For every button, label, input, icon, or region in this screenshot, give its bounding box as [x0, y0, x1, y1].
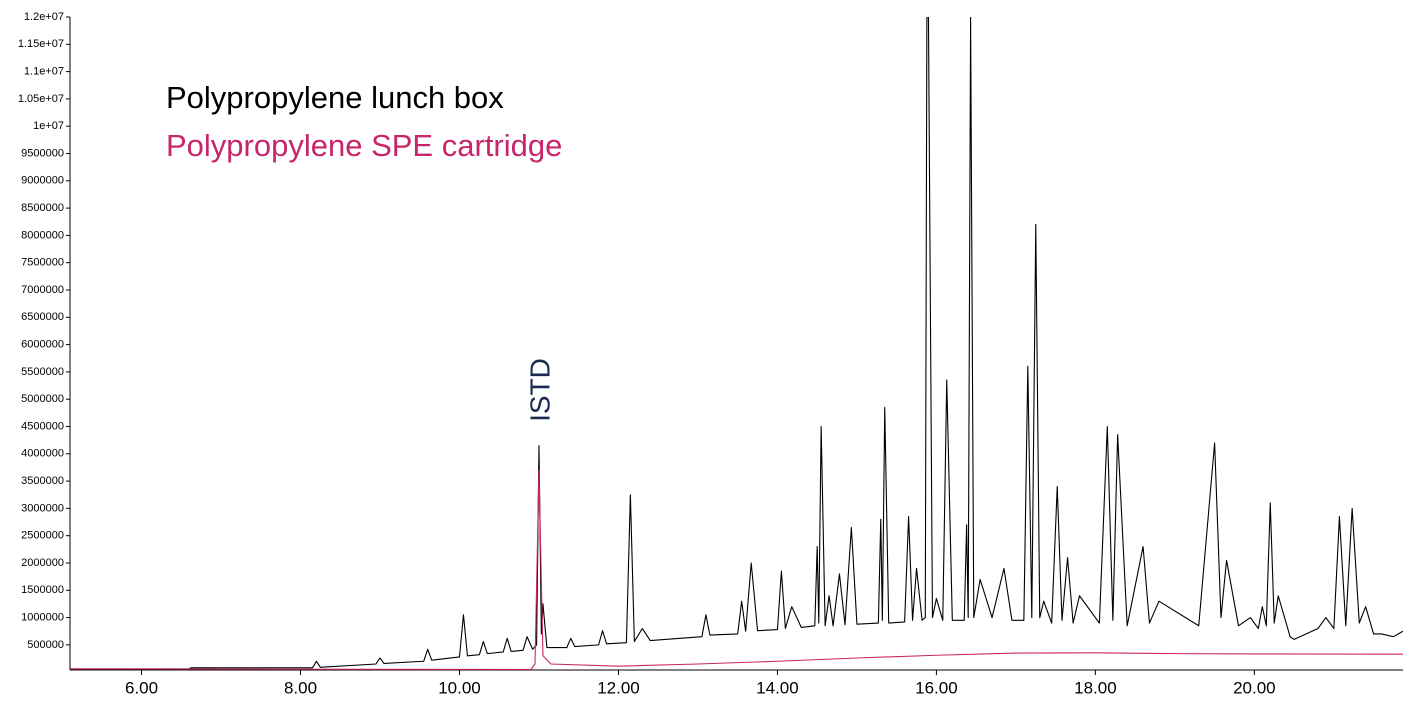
y-tick-label: 1.1e+07 [24, 66, 64, 78]
annotation: ISTD [524, 358, 555, 422]
y-tick-label: 8000000 [21, 229, 64, 241]
legend-entry: Polypropylene lunch box [166, 80, 504, 115]
y-tick-label: 1000000 [21, 611, 64, 623]
y-tick-label: 4000000 [21, 448, 64, 460]
x-tick-label: 18.00 [1074, 678, 1117, 697]
y-tick-label: 5000000 [21, 393, 64, 405]
y-tick-label: 1e+07 [33, 120, 64, 132]
y-tick-label: 8500000 [21, 202, 64, 214]
x-tick-label: 14.00 [756, 678, 799, 697]
y-tick-label: 2000000 [21, 557, 64, 569]
plot-area [70, 17, 1403, 670]
y-tick-label: 7500000 [21, 257, 64, 269]
legend-entry: Polypropylene SPE cartridge [166, 128, 562, 163]
y-tick-label: 6500000 [21, 311, 64, 323]
y-tick-label: 7000000 [21, 284, 64, 296]
y-tick-label: 1.15e+07 [18, 38, 64, 50]
y-tick-label: 1.2e+07 [24, 11, 64, 23]
series-line [70, 469, 1403, 670]
y-tick-label: 1.05e+07 [18, 93, 64, 105]
y-tick-label: 4500000 [21, 420, 64, 432]
y-tick-label: 9000000 [21, 175, 64, 187]
y-tick-label: 3000000 [21, 502, 64, 514]
series-line [70, 17, 1403, 670]
y-tick-label: 1500000 [21, 584, 64, 596]
y-tick-label: 6000000 [21, 338, 64, 350]
y-tick-label: 500000 [27, 639, 64, 651]
x-tick-label: 12.00 [597, 678, 640, 697]
x-tick-label: 20.00 [1233, 678, 1276, 697]
y-tick-label: 2500000 [21, 530, 64, 542]
y-tick-label: 3500000 [21, 475, 64, 487]
y-tick-label: 5500000 [21, 366, 64, 378]
x-tick-label: 6.00 [125, 678, 158, 697]
x-tick-label: 10.00 [438, 678, 481, 697]
x-tick-label: 16.00 [915, 678, 958, 697]
y-tick-label: 9500000 [21, 147, 64, 159]
x-tick-label: 8.00 [284, 678, 317, 697]
